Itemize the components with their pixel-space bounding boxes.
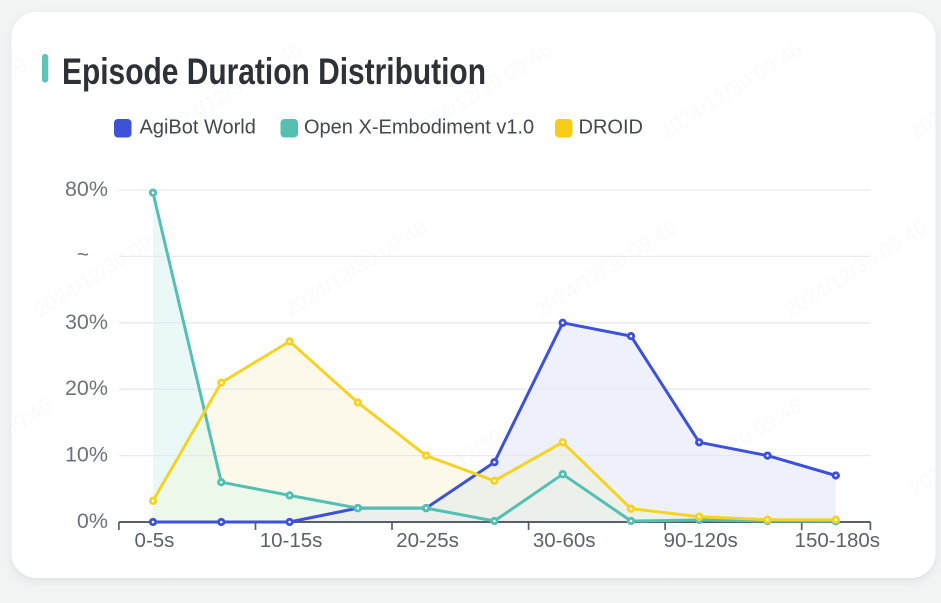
svg-text:30%: 30%: [65, 310, 108, 334]
svg-text:Open X-Embodiment v1.0: Open X-Embodiment v1.0: [304, 117, 534, 139]
svg-text:~: ~: [77, 243, 89, 266]
svg-text:80%: 80%: [65, 177, 108, 201]
svg-text:DROID: DROID: [579, 117, 643, 139]
svg-text:10-15s: 10-15s: [260, 529, 323, 552]
svg-text:30-60s: 30-60s: [533, 529, 596, 552]
svg-text:10%: 10%: [65, 443, 108, 467]
svg-text:20-25s: 20-25s: [396, 529, 459, 552]
svg-text:Episode Duration Distribution: Episode Duration Distribution: [62, 50, 486, 92]
svg-text:0-5s: 0-5s: [135, 529, 175, 552]
svg-text:0%: 0%: [77, 509, 108, 533]
svg-text:90-120s: 90-120s: [664, 529, 738, 552]
svg-text:150-180s: 150-180s: [795, 529, 880, 552]
svg-text:AgiBot World: AgiBot World: [140, 117, 256, 139]
svg-text:20%: 20%: [65, 376, 108, 400]
